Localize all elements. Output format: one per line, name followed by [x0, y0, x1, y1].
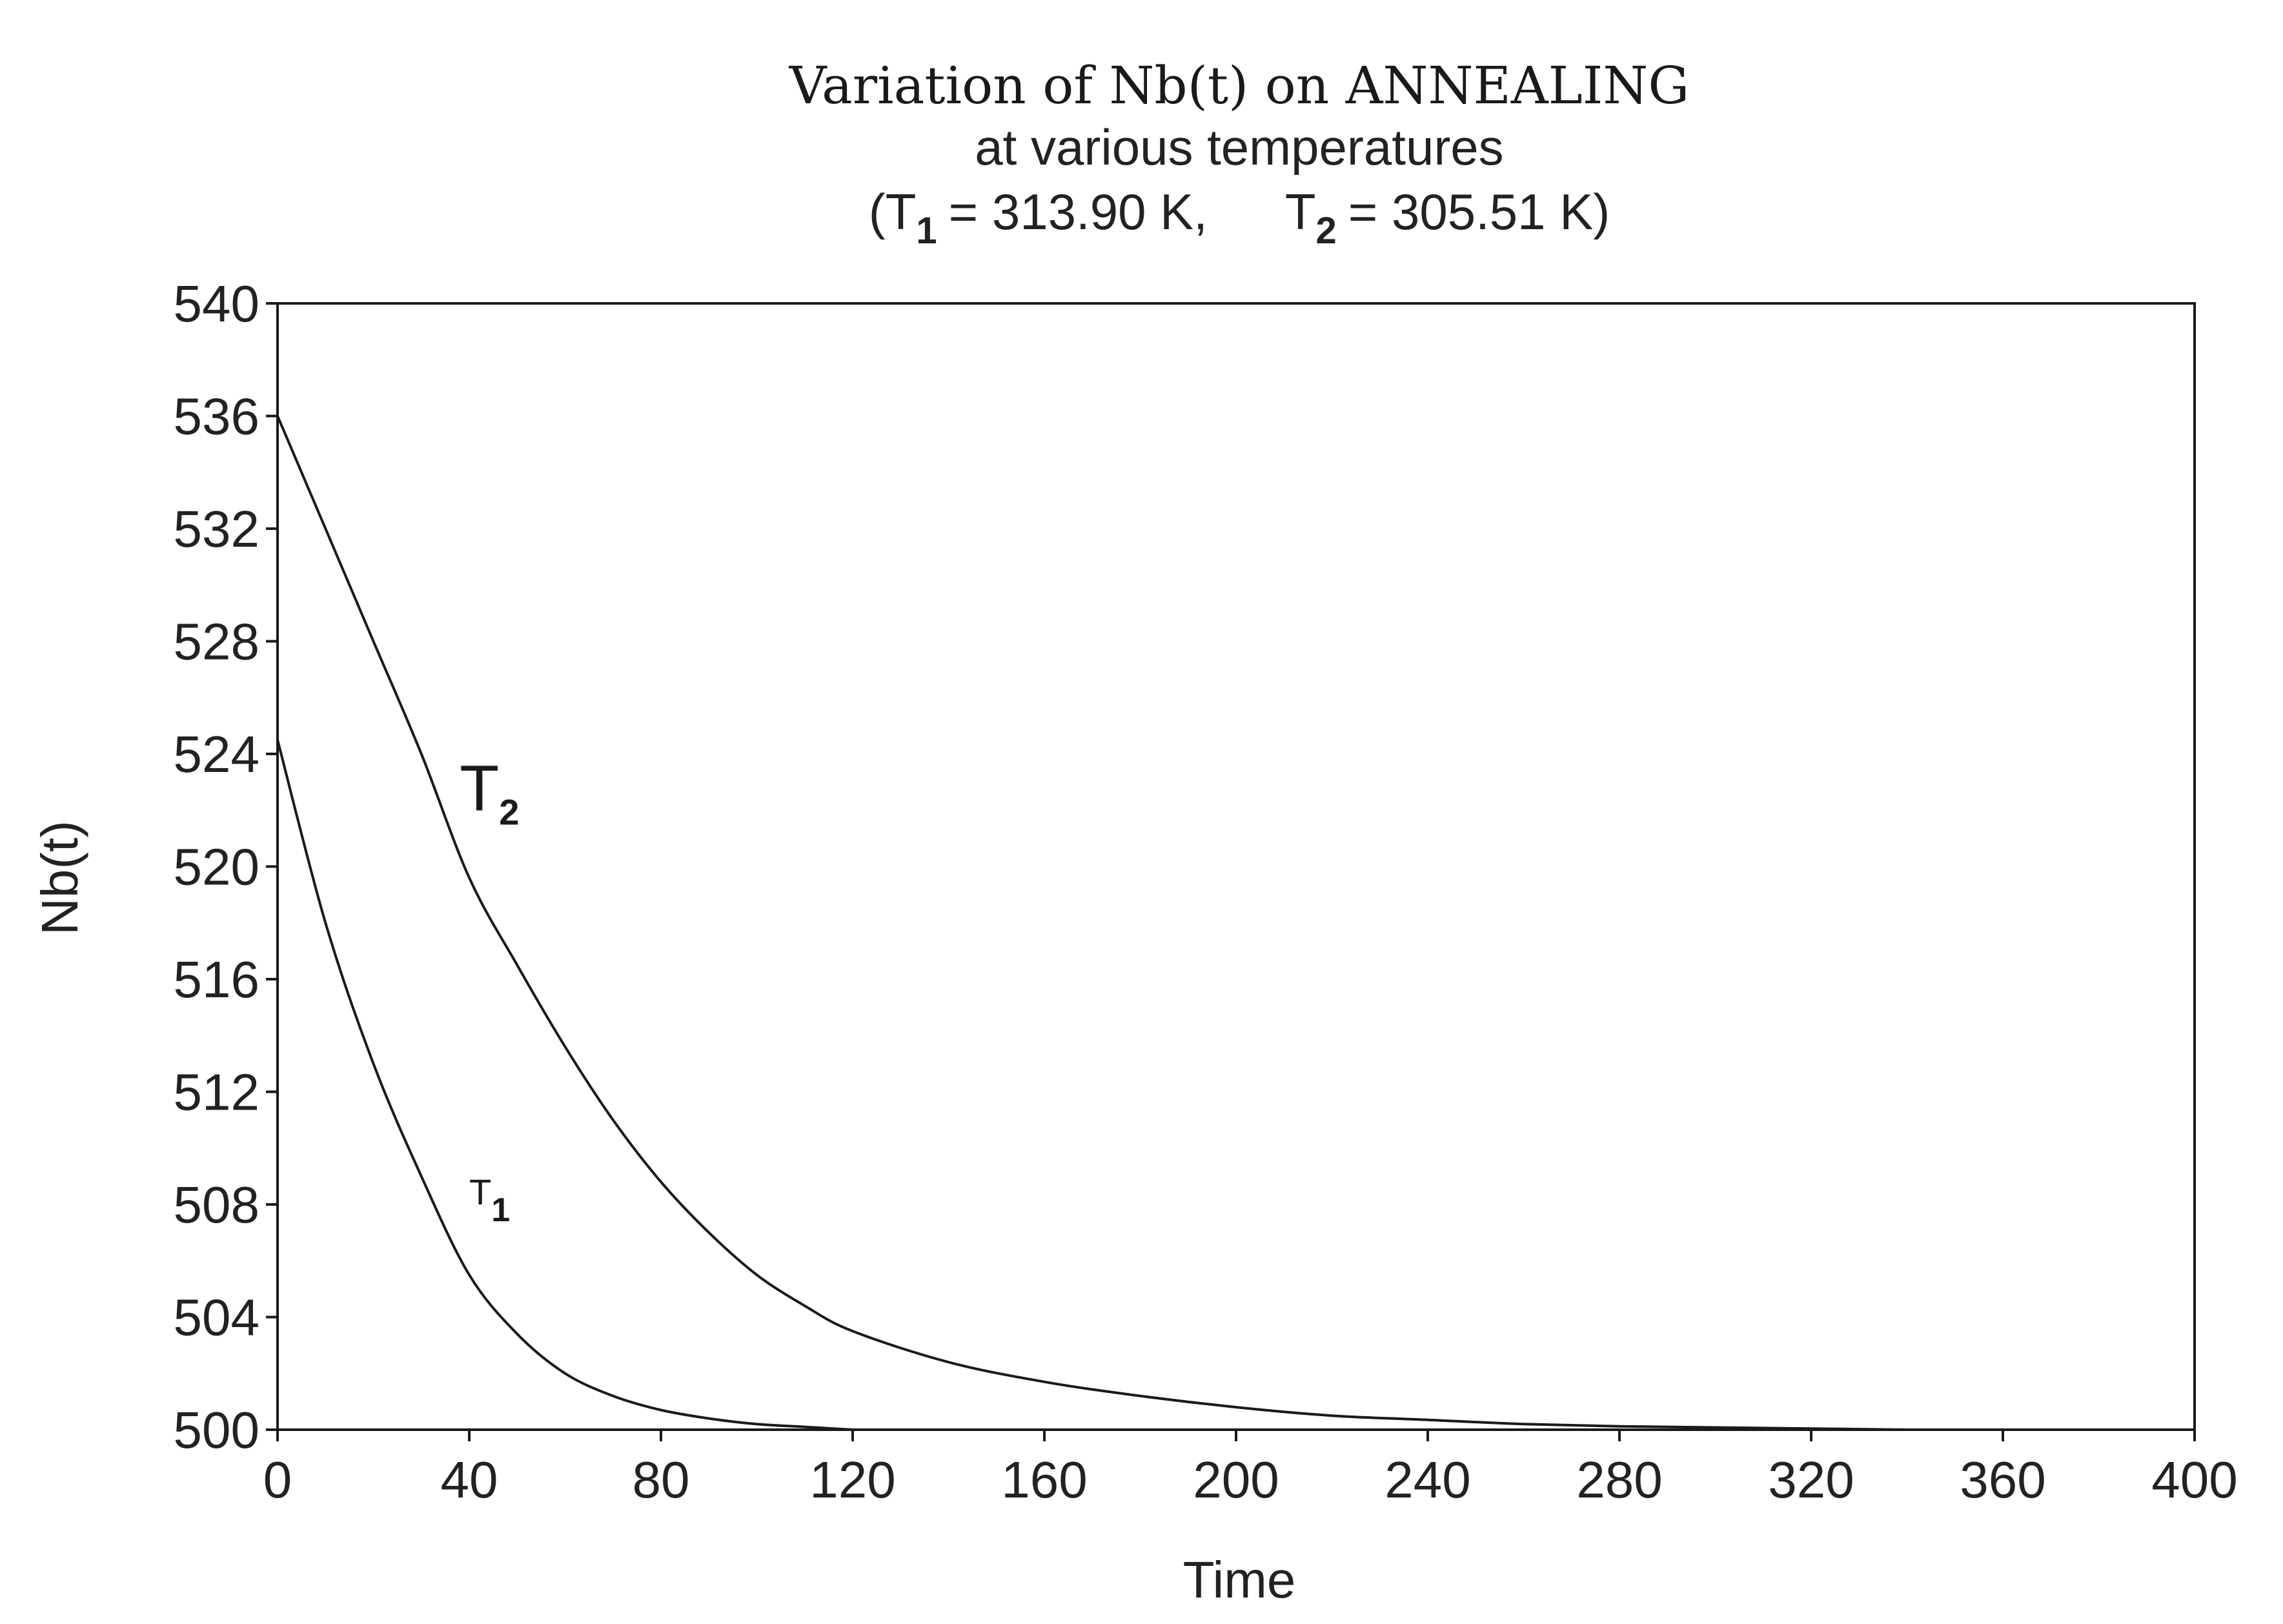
plot-frame — [276, 302, 2196, 1431]
chart-title: Variation of Nb(t) on ANNEALING — [789, 56, 1690, 116]
subtitle-open: (T — [869, 183, 917, 240]
y-axis-label: Nb(t) — [31, 820, 88, 935]
y-tick-label: 532 — [174, 500, 259, 558]
subtitle-t2-letter: T — [1285, 183, 1316, 240]
x-tick-label: 80 — [633, 1451, 690, 1508]
x-tick-label: 40 — [441, 1451, 498, 1508]
x-tick-label: 240 — [1385, 1451, 1470, 1508]
series-line-T2 — [276, 415, 1907, 1431]
x-axis-label: Time — [1183, 1551, 1296, 1609]
series-label-T2: T2 — [460, 752, 519, 832]
subtitle-t2-sub: 2 — [1315, 210, 1336, 252]
y-tick-label: 520 — [174, 838, 259, 896]
chart-subtitle-temperatures: (T1 = 313.90 K, T2 = 305.51 K) — [869, 183, 1610, 252]
x-tick-label: 280 — [1576, 1451, 1662, 1508]
subtitle-t1-sub: 1 — [916, 210, 937, 252]
y-tick-label: 512 — [174, 1064, 259, 1121]
x-tick-label: 0 — [263, 1451, 292, 1508]
subtitle-t1-value: = 313.90 K, — [949, 183, 1208, 240]
y-tick-label: 500 — [174, 1401, 259, 1459]
y-tick-label: 524 — [174, 726, 259, 783]
series-line-T1 — [276, 739, 853, 1431]
y-tick-label: 528 — [174, 613, 259, 671]
x-tick-label: 400 — [2151, 1451, 2237, 1508]
x-tick-label: 320 — [1768, 1451, 1854, 1508]
y-tick-label: 508 — [174, 1176, 259, 1233]
x-tick-label: 160 — [1001, 1451, 1087, 1508]
y-tick-label: 504 — [174, 1289, 259, 1346]
y-tick-label: 516 — [174, 951, 259, 1008]
plot-area: 0 40 80 120 160 200 240 280 320 360 400 500 504 508 51… — [174, 275, 2238, 1508]
x-tick-label: 360 — [1960, 1451, 2045, 1508]
x-tick-label: 120 — [809, 1451, 895, 1508]
series-label-T1: T1 — [469, 1172, 510, 1229]
y-tick-label: 536 — [174, 388, 259, 445]
x-tick-label: 200 — [1193, 1451, 1279, 1508]
y-tick-label: 540 — [174, 275, 259, 332]
subtitle-t2-value: = 305.51 K) — [1348, 183, 1610, 240]
chart-subtitle: at various temperatures — [975, 119, 1503, 176]
